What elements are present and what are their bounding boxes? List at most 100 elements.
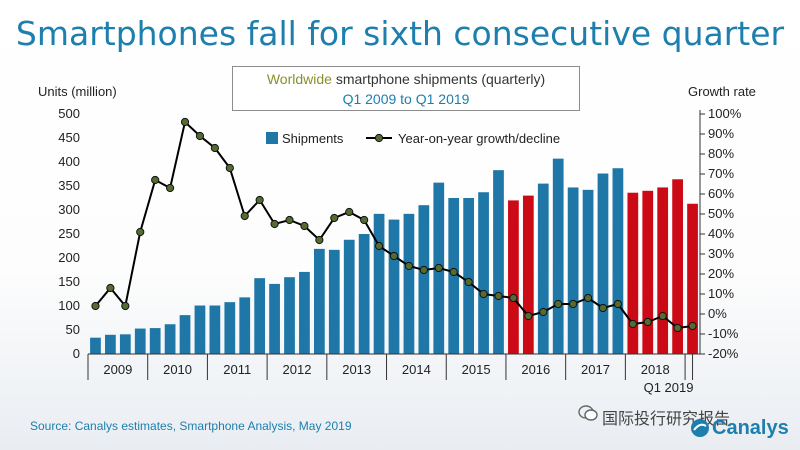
legend-label-shipments: Shipments <box>282 131 344 146</box>
shipment-bar <box>179 315 191 354</box>
legend-marker-growth <box>374 133 384 143</box>
shipment-bar <box>522 195 534 354</box>
growth-point <box>210 143 219 153</box>
y-tick-label-left: 200 <box>58 250 80 265</box>
shipment-bar <box>552 158 564 354</box>
growth-point <box>539 307 548 317</box>
growth-point <box>494 291 503 301</box>
y-tick-label-left: 150 <box>58 274 80 289</box>
shipment-bar <box>537 183 549 354</box>
growth-point <box>330 213 339 223</box>
y-tick-label-left: 400 <box>58 154 80 169</box>
shipment-bar <box>313 248 325 354</box>
growth-point <box>479 289 488 299</box>
brand-name: Canalys <box>712 417 789 439</box>
y-tick-label-right: 70% <box>708 166 734 181</box>
y-tick-label-left: 100 <box>58 298 80 313</box>
shipment-bar <box>358 234 370 354</box>
shipment-bar <box>657 187 669 354</box>
shipment-bar <box>463 198 475 354</box>
y-tick-label-right: 80% <box>708 146 734 161</box>
shipment-bar <box>373 213 385 354</box>
shipment-bar <box>508 200 519 354</box>
shipment-bar <box>209 305 221 354</box>
growth-point <box>673 323 682 333</box>
legend-swatch-shipments <box>266 132 278 144</box>
shipment-bar <box>418 205 430 354</box>
growth-point <box>464 277 473 287</box>
shipment-bar <box>299 271 310 354</box>
growth-point <box>613 299 623 309</box>
shipment-bar <box>119 334 131 354</box>
year-label: 2010 <box>163 362 192 377</box>
growth-point <box>270 219 279 229</box>
y-tick-label-left: 500 <box>58 106 80 121</box>
growth-point <box>180 117 190 127</box>
year-label: 2017 <box>581 362 610 377</box>
growth-point <box>554 299 563 309</box>
year-label: 2011 <box>223 362 251 377</box>
growth-point <box>524 311 533 321</box>
watermark-text: 国际投行研究报告 <box>602 411 731 428</box>
growth-point <box>240 211 249 221</box>
y-tick-label-right: 50% <box>708 206 734 221</box>
y-tick-label-right: 10% <box>708 286 734 301</box>
growth-point <box>151 175 160 185</box>
source-note: Source: Canalys estimates, Smartphone An… <box>30 419 352 433</box>
shipment-bar <box>343 239 355 354</box>
shipment-bar <box>149 328 161 354</box>
y-tick-label-right: 100% <box>708 106 742 121</box>
growth-point <box>255 195 264 205</box>
growth-point <box>434 263 443 273</box>
subtitle-worldwide: Worldwide <box>266 71 332 87</box>
growth-point <box>106 283 115 293</box>
growth-point <box>374 241 384 251</box>
subtitle-dates: Q1 2009 to Q1 2019 <box>342 91 470 107</box>
y-tick-label-right: -20% <box>708 346 739 361</box>
q1-2019-label: Q1 2019 <box>644 380 694 395</box>
growth-point <box>345 207 354 217</box>
shipment-bar <box>478 192 489 354</box>
growth-point <box>628 319 637 329</box>
shipment-bar <box>224 302 236 354</box>
growth-point <box>360 215 369 225</box>
shipment-bar <box>597 173 609 354</box>
shipment-bar <box>328 249 340 354</box>
shipment-bar <box>269 283 280 354</box>
chart-subtitle: Worldwide smartphone shipments (quarterl… <box>232 66 580 111</box>
growth-point <box>404 261 414 271</box>
y-tick-label-right: 30% <box>708 246 734 261</box>
growth-point <box>121 301 130 311</box>
growth-point <box>658 311 667 321</box>
growth-point <box>165 183 175 193</box>
y-tick-label-left: 350 <box>58 178 80 193</box>
growth-point <box>195 131 205 141</box>
growth-point <box>598 303 608 313</box>
shipment-bar <box>612 168 624 354</box>
year-label: 2012 <box>283 362 312 377</box>
shipment-bar <box>90 337 101 354</box>
shipment-bar <box>194 305 206 354</box>
year-label: 2016 <box>521 362 550 377</box>
growth-point <box>509 293 518 303</box>
growth-point <box>225 163 234 173</box>
shipment-bar <box>254 278 266 354</box>
shipment-bar <box>134 328 146 354</box>
year-label: 2015 <box>462 362 491 377</box>
shipment-bar <box>493 170 504 354</box>
shipment-bar <box>284 277 295 354</box>
growth-point <box>136 227 145 237</box>
growth-point <box>688 321 697 331</box>
year-label: 2009 <box>103 362 132 377</box>
y-tick-label-right: 60% <box>708 186 734 201</box>
shipment-bar <box>388 219 400 354</box>
shipment-bar <box>403 213 415 354</box>
y-tick-label-right: 20% <box>708 266 734 281</box>
y-tick-label-left: 0 <box>73 346 80 361</box>
y-tick-label-left: 50 <box>66 322 80 337</box>
y-tick-label-left: 300 <box>58 202 80 217</box>
year-label: 2013 <box>342 362 371 377</box>
growth-point <box>449 267 458 277</box>
shipment-bar <box>567 187 579 354</box>
growth-point <box>643 317 652 327</box>
